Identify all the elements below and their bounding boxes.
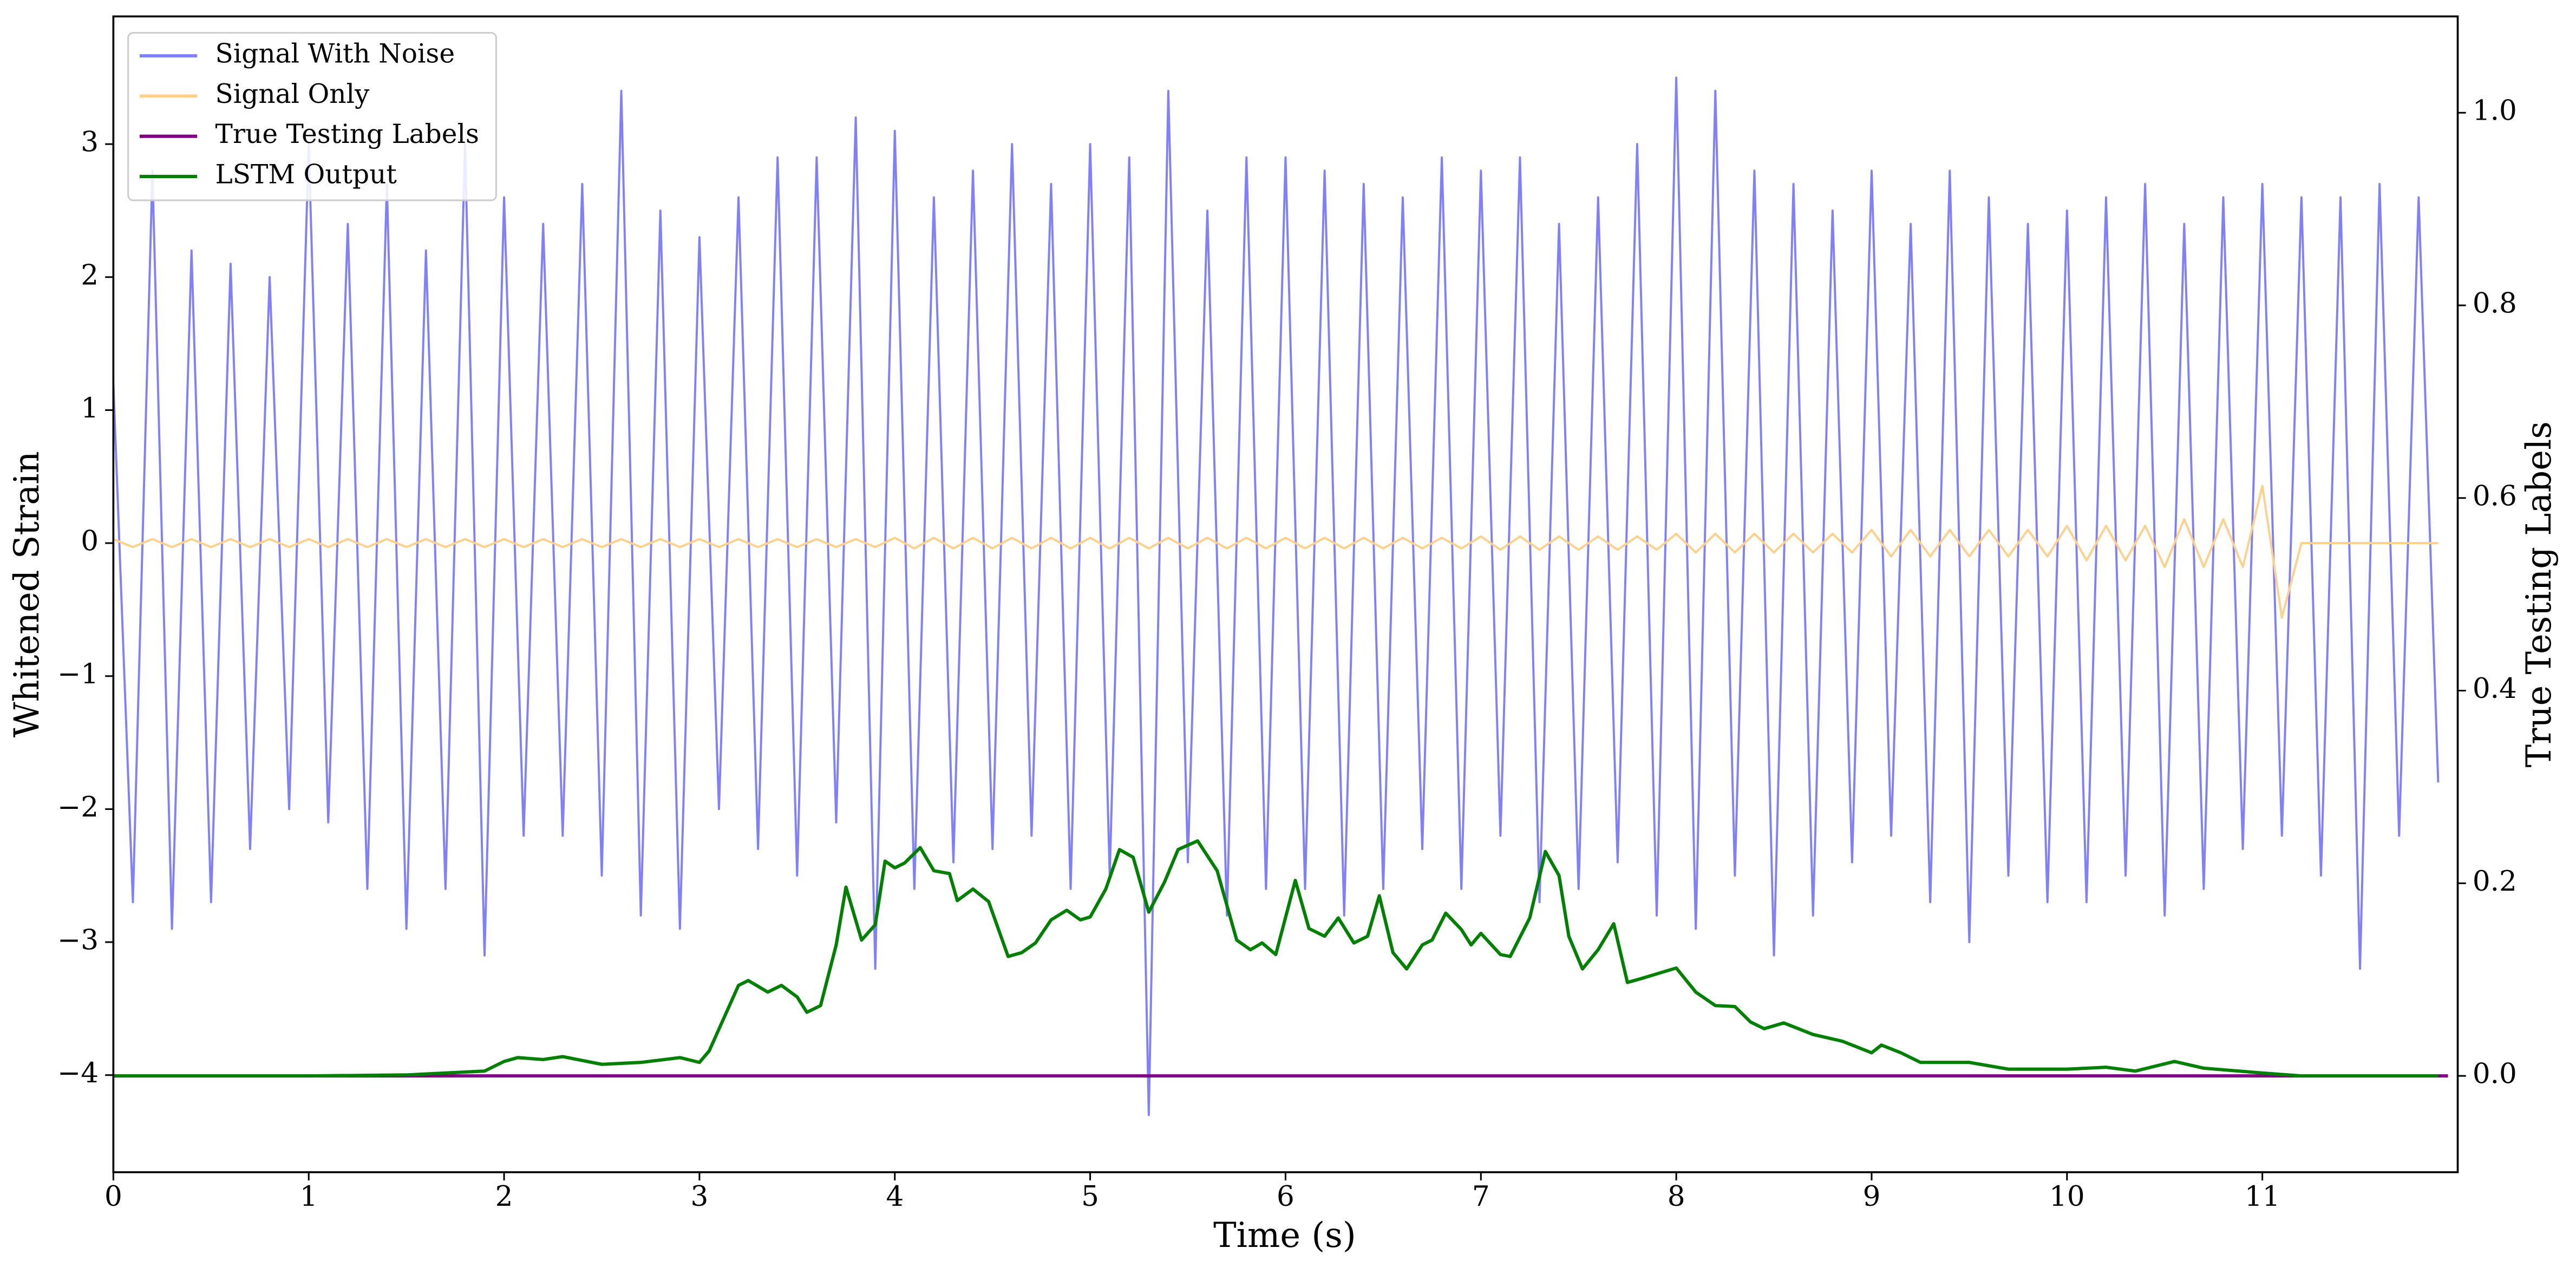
x-tick-label: 0	[104, 1180, 122, 1213]
legend-box	[127, 32, 497, 201]
x-tick-label: 8	[1668, 1180, 1685, 1213]
x-tick-label: 2	[495, 1180, 513, 1213]
legend-label: True Testing Labels	[215, 119, 479, 149]
y-tick-label: 2	[81, 259, 99, 291]
series-line	[113, 485, 2438, 619]
x-tick-label: 9	[1863, 1180, 1881, 1213]
x-tick-label: 3	[691, 1180, 709, 1213]
series-line	[113, 839, 2438, 1078]
x-tick-label: 11	[2245, 1180, 2280, 1213]
legend: Signal With Noise Signal Only True Testing…	[127, 32, 497, 201]
legend-label: Signal With Noise	[215, 39, 455, 69]
y-tick-label: −3	[57, 924, 99, 957]
y2-tick-label: 0.4	[2473, 672, 2517, 705]
y-axis-label: Whitened Strain	[7, 451, 47, 737]
y-tick-label: 0	[81, 525, 99, 558]
y-tick-label: −4	[57, 1057, 99, 1089]
x-tick-label: 10	[2049, 1180, 2085, 1213]
y2-tick-label: 1.0	[2473, 95, 2517, 127]
x-tick-label: 5	[1081, 1180, 1099, 1213]
y-tick-label: −2	[57, 791, 99, 824]
x-tick-label: 1	[300, 1180, 318, 1213]
x-tick-label: 4	[886, 1180, 904, 1213]
x-tick-label: 7	[1472, 1180, 1490, 1213]
y2-tick-label: 0.2	[2473, 865, 2517, 898]
y-tick-label: −1	[57, 658, 99, 690]
series-line	[113, 76, 2440, 1116]
y-tick-label: 1	[81, 392, 99, 424]
y2-tick-label: 0.0	[2473, 1058, 2517, 1090]
plot-area	[113, 76, 2448, 1116]
y2-tick-label: 0.6	[2473, 480, 2517, 512]
legend-label: Signal Only	[215, 79, 370, 109]
y2-axis-label: True Testing Labels	[2519, 421, 2559, 767]
x-tick-label: 6	[1277, 1180, 1294, 1213]
x-axis-label: Time (s)	[1213, 1216, 1356, 1256]
legend-label: LSTM Output	[215, 159, 397, 190]
y-tick-label: 3	[81, 126, 99, 159]
y2-tick-label: 0.8	[2473, 288, 2517, 320]
